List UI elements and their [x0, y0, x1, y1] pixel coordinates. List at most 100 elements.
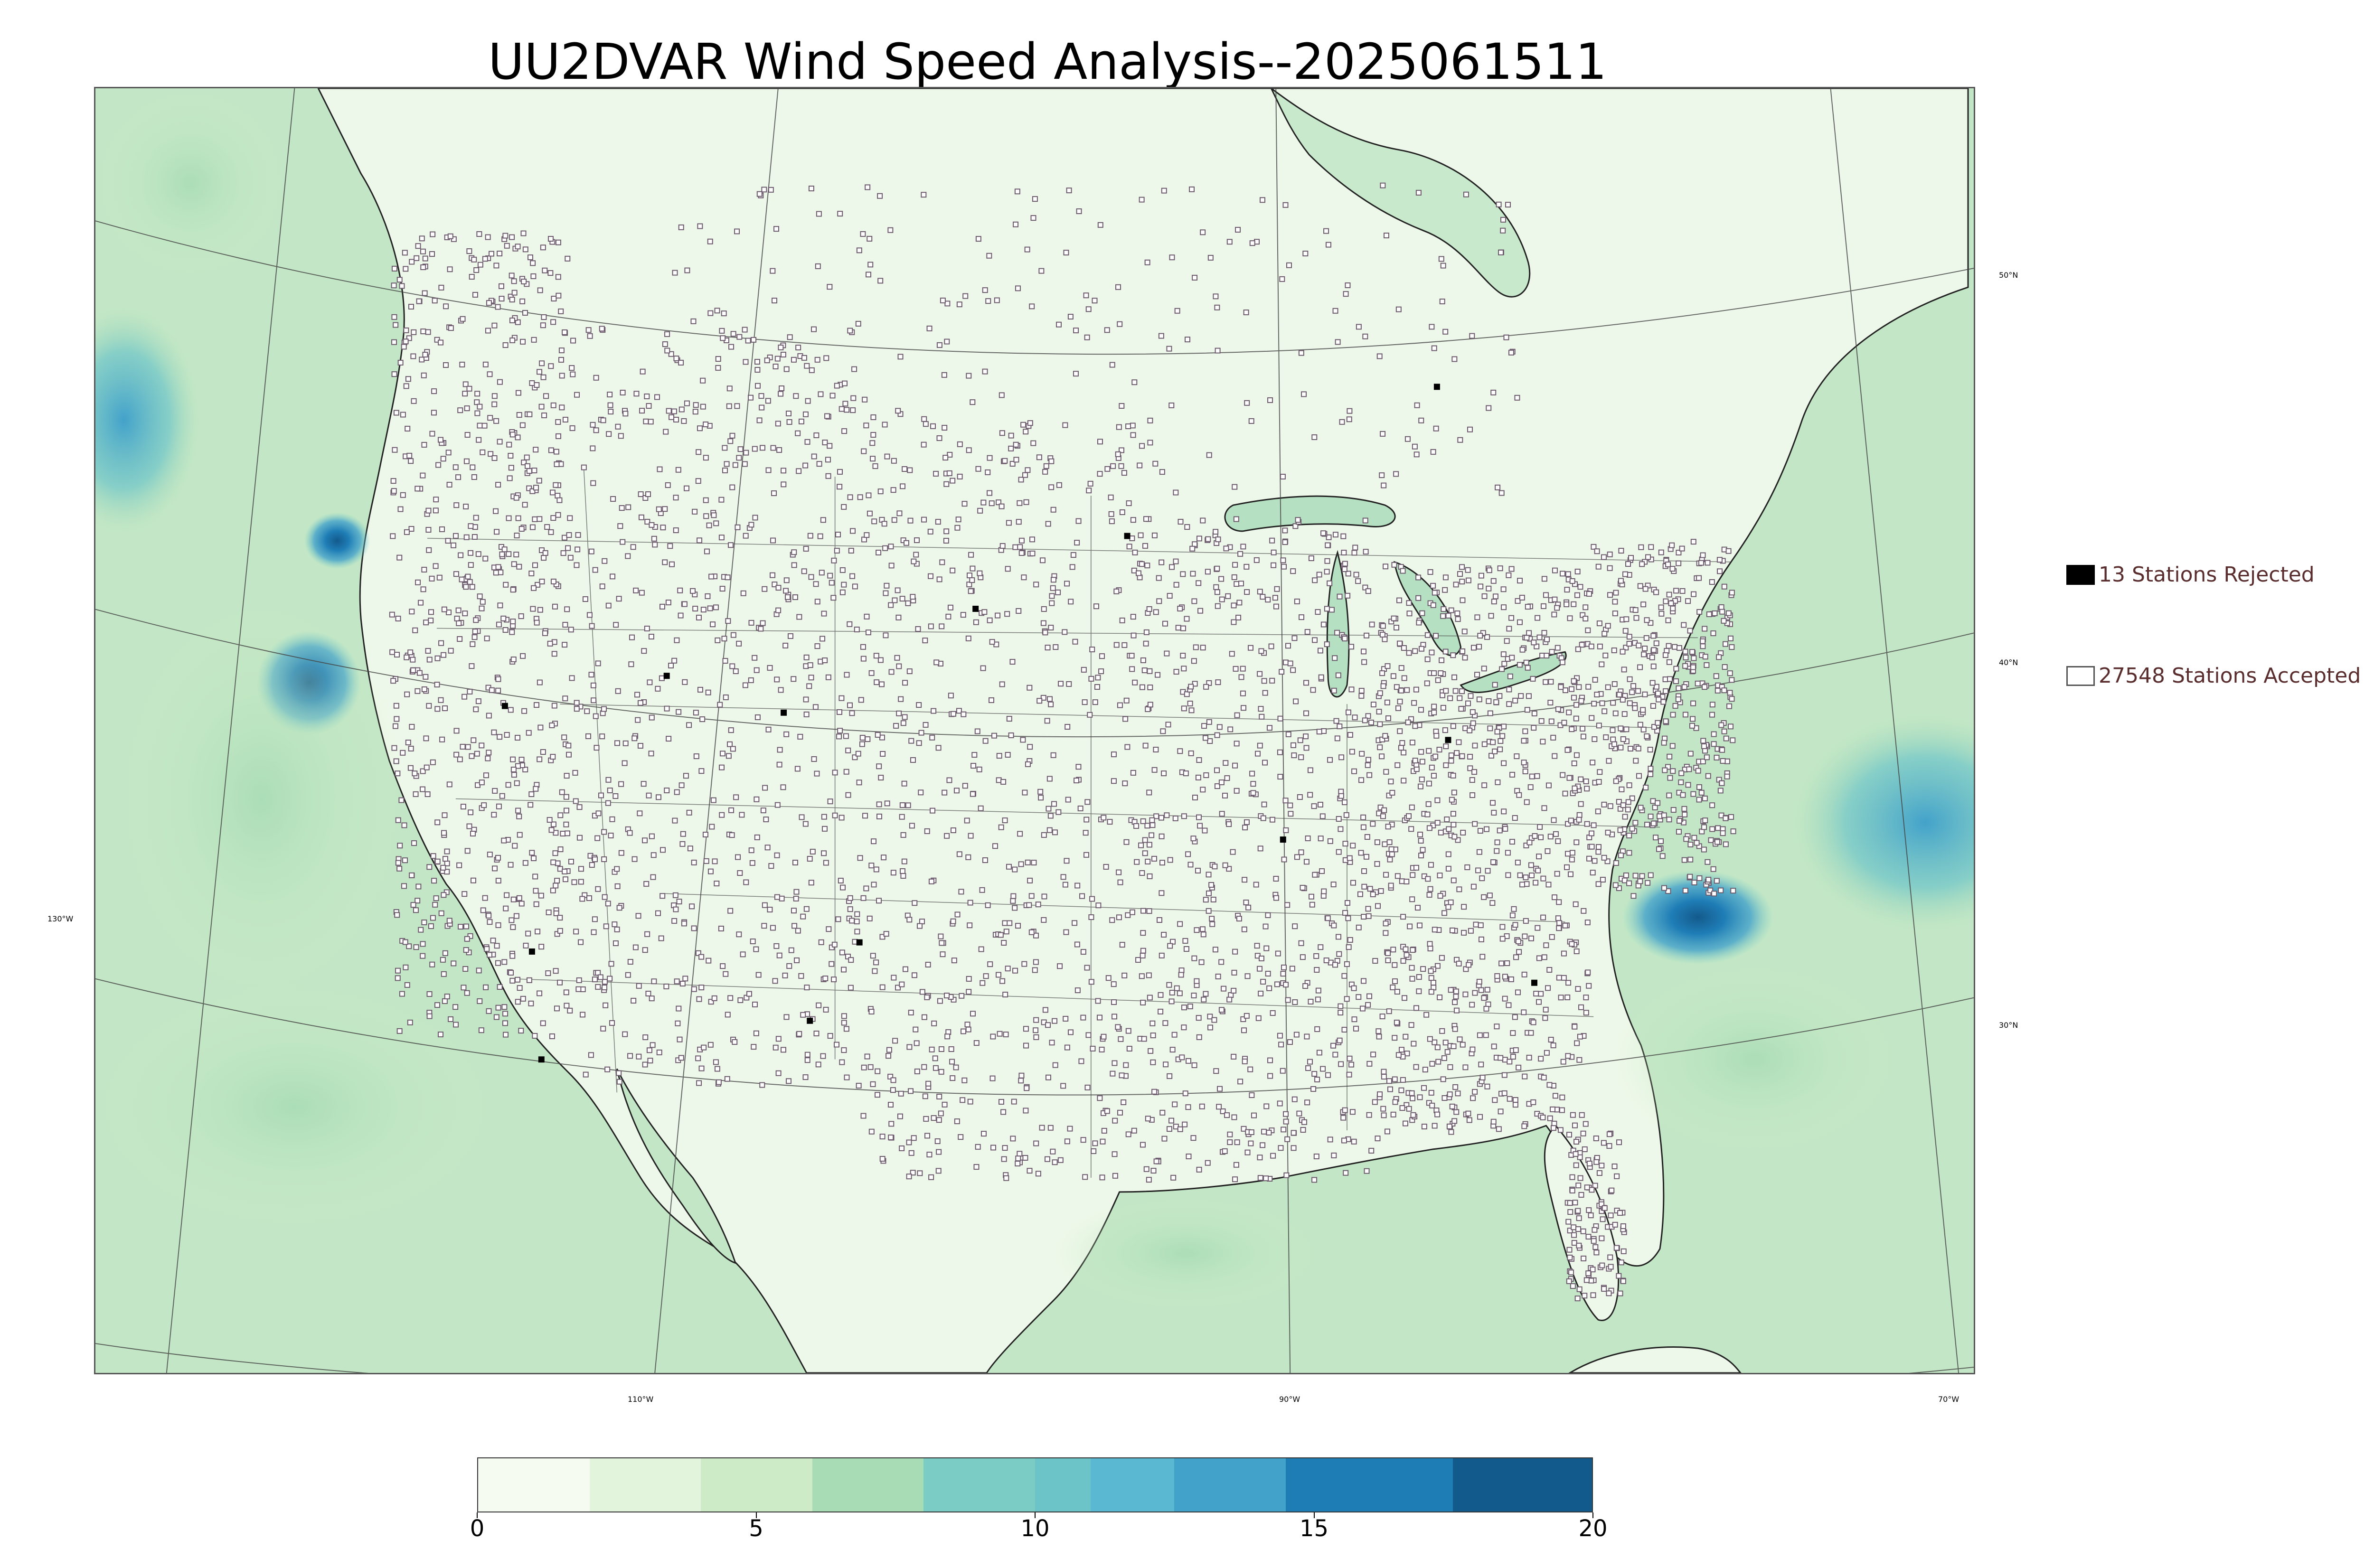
- station-marker: [1516, 792, 1522, 798]
- station-marker: [1523, 659, 1529, 666]
- station-marker: [619, 505, 625, 511]
- station-marker: [394, 716, 400, 722]
- station-marker: [402, 857, 408, 864]
- station-marker: [1606, 1290, 1612, 1296]
- station-marker: [1564, 747, 1571, 753]
- station-marker: [811, 453, 817, 460]
- station-marker: [715, 356, 721, 362]
- station-marker: [1452, 999, 1458, 1005]
- station-marker: [1602, 1205, 1608, 1211]
- station-marker: [468, 562, 474, 568]
- station-marker: [554, 931, 560, 937]
- station-marker: [1203, 897, 1209, 903]
- station-marker: [1661, 740, 1667, 746]
- station-marker: [1230, 849, 1236, 855]
- station-marker: [825, 473, 831, 479]
- station-marker: [1592, 676, 1598, 683]
- station-marker: [1041, 893, 1047, 900]
- station-marker: [614, 883, 621, 889]
- lake-superior: [1224, 495, 1396, 532]
- station-marker: [1585, 684, 1592, 690]
- station-marker: [1385, 663, 1391, 669]
- station-marker: [1448, 752, 1454, 759]
- station-marker: [1628, 746, 1633, 752]
- station-marker: [934, 1138, 941, 1144]
- station-marker: [821, 814, 827, 820]
- station-marker: [1210, 896, 1216, 902]
- station-marker: [1727, 670, 1733, 676]
- station-marker: [1711, 741, 1717, 747]
- station-marker: [1564, 864, 1570, 870]
- station-marker: [1565, 1219, 1572, 1225]
- station-marker: [1249, 770, 1255, 777]
- station-marker: [410, 902, 416, 908]
- station-marker: [1104, 466, 1111, 472]
- station-marker: [657, 466, 663, 472]
- station-marker: [600, 1025, 606, 1032]
- station-marker: [1590, 760, 1596, 766]
- station-marker: [698, 954, 705, 960]
- station-marker: [834, 383, 840, 389]
- station-marker: [618, 781, 624, 787]
- station-marker: [1404, 436, 1411, 442]
- station-marker: [1540, 1114, 1546, 1120]
- station-marker: [594, 745, 600, 751]
- station-marker: [1320, 621, 1327, 628]
- station-marker: [599, 583, 605, 590]
- station-marker: [1567, 1254, 1573, 1260]
- station-marker: [554, 878, 560, 884]
- station-marker: [1140, 952, 1146, 958]
- station-marker: [1135, 957, 1141, 963]
- station-marker: [1408, 1022, 1414, 1028]
- station-marker: [815, 263, 821, 269]
- station-marker: [1358, 777, 1365, 783]
- station-marker: [1067, 1126, 1073, 1132]
- station-marker: [497, 984, 503, 990]
- lon-label-70w: 70°W: [1938, 1395, 1959, 1404]
- station-marker: [395, 770, 401, 777]
- station-marker: [1445, 851, 1451, 857]
- station-marker: [520, 230, 527, 236]
- station-marker: [834, 1042, 840, 1048]
- station-marker: [729, 663, 735, 669]
- station-marker: [563, 821, 569, 827]
- station-marker: [1425, 876, 1431, 882]
- station-marker: [1402, 995, 1408, 1001]
- station-marker: [939, 623, 945, 629]
- station-marker: [1017, 500, 1023, 506]
- station-marker: [1053, 644, 1059, 650]
- station-marker: [588, 1052, 594, 1058]
- station-marker: [732, 1039, 738, 1045]
- station-marker: [642, 1034, 649, 1041]
- station-marker: [967, 1099, 973, 1105]
- station-marker: [491, 729, 497, 735]
- station-marker: [1583, 616, 1589, 622]
- station-marker: [1719, 780, 1725, 786]
- station-marker: [1101, 1127, 1107, 1134]
- station-marker: [403, 327, 409, 333]
- station-marker: [471, 877, 476, 883]
- station-marker: [1439, 299, 1445, 304]
- station-marker: [1297, 794, 1303, 800]
- station-marker: [1613, 1245, 1620, 1251]
- station-marker: [888, 544, 894, 550]
- station-marker: [1046, 696, 1053, 702]
- station-marker: [1450, 811, 1456, 817]
- station-marker: [1567, 1228, 1573, 1234]
- station-marker: [1500, 586, 1507, 592]
- station-marker: [471, 256, 477, 263]
- station-marker: [1039, 1125, 1045, 1131]
- station-marker: [696, 996, 702, 1002]
- station-marker: [1556, 899, 1562, 905]
- station-marker: [1166, 982, 1172, 988]
- station-marker: [966, 989, 972, 995]
- station-marker: [465, 744, 471, 750]
- station-marker: [1553, 831, 1559, 837]
- station-marker: [1351, 1016, 1357, 1023]
- station-marker: [696, 1080, 702, 1086]
- station-marker: [1161, 770, 1167, 777]
- station-marker: [718, 925, 724, 931]
- station-marker: [558, 347, 565, 354]
- station-marker: [528, 254, 534, 261]
- station-marker: [520, 653, 526, 659]
